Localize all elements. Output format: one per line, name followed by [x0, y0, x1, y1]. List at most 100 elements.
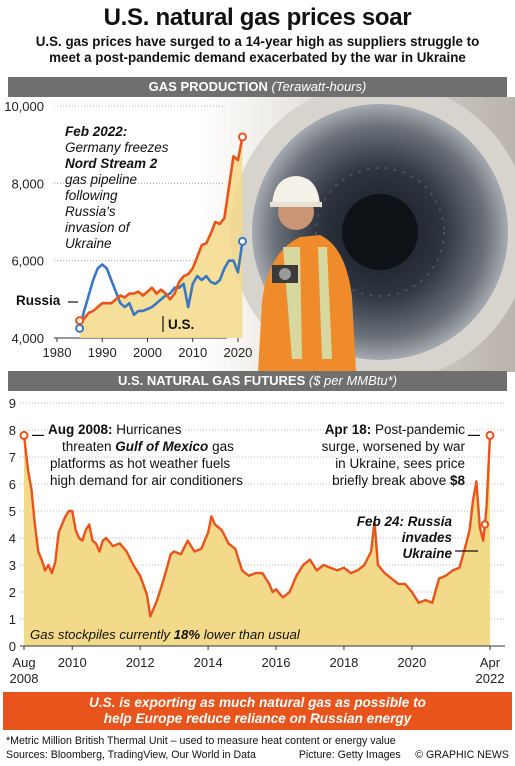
page-title: U.S. natural gas prices soar	[103, 4, 412, 31]
production-russia-point	[223, 267, 225, 269]
futures-point	[374, 521, 376, 523]
futures-point	[88, 524, 90, 525]
production-us-point	[137, 291, 139, 293]
nord-stream-annotation-line-part: Nord Stream 2	[65, 156, 158, 171]
futures-point	[302, 564, 304, 566]
futures-point	[424, 599, 426, 601]
feb24-annotation-line: invades	[402, 530, 453, 545]
stockpile-note-part: Gas stockpiles currently	[30, 627, 171, 642]
production-y-tick-label: 6,000	[11, 254, 44, 269]
apr18-annotation-line-part: $8	[446, 473, 465, 488]
production-russia-end-dot	[237, 236, 247, 246]
production-us-point	[146, 291, 148, 293]
aug2008-annotation-line: threaten Gulf of Mexico gas	[62, 439, 234, 454]
futures-x-tick-label: 2012	[126, 655, 155, 670]
futures-point	[85, 529, 87, 531]
nord-stream-annotation-line: Russia's	[65, 204, 116, 219]
futures-start-dot	[19, 430, 29, 440]
futures-section-label: U.S. NATURAL GAS FUTURES	[117, 373, 306, 388]
picture-credit: Picture: Getty Images	[298, 749, 401, 761]
production-russia-point	[232, 260, 234, 262]
futures-point	[112, 545, 114, 547]
aug2008-annotation-line-part: high demand for air conditioners	[50, 473, 243, 488]
futures-point	[64, 515, 66, 517]
apr18-annotation-line-part: Apr 18:	[325, 422, 372, 437]
futures-point	[75, 529, 77, 531]
nord-stream-annotation-line-part: Germany freezes	[65, 140, 169, 155]
production-x-tick-label: 2010	[178, 345, 207, 360]
futures-section-unit: ($ per MMBtu*)	[308, 373, 398, 388]
futures-point	[482, 540, 484, 542]
nord-stream-annotation-line: Nord Stream 2	[65, 156, 158, 171]
production-russia-point	[160, 298, 162, 300]
futures-point	[47, 564, 49, 566]
production-us-point	[214, 221, 216, 223]
futures-x-tick-label: 2016	[262, 655, 291, 670]
production-us-point	[232, 155, 234, 157]
futures-x-tick-label: 2008	[10, 671, 39, 686]
nord-stream-annotation-line: gas pipeline	[65, 172, 137, 187]
futures-point	[404, 583, 406, 585]
futures-point	[272, 591, 274, 593]
production-russia-point	[83, 310, 85, 312]
production-russia-point	[237, 271, 239, 273]
production-us-point	[106, 302, 108, 304]
futures-point	[289, 591, 291, 593]
production-russia-point	[119, 302, 121, 304]
futures-end-dot	[485, 430, 495, 440]
futures-y-tick-label: 5	[9, 504, 16, 519]
banner-line-1: U.S. is exporting as much natural gas as…	[89, 695, 426, 710]
apr18-annotation-line-part: surge, worsened by war	[322, 439, 466, 454]
futures-point	[170, 553, 172, 555]
production-us-point	[201, 244, 203, 246]
feb24-annotation-line: Feb 24: Russia	[357, 514, 453, 529]
production-us-point	[115, 298, 117, 300]
production-us-point	[196, 256, 198, 258]
banner-line-2: help Europe reduce reliance on Russian e…	[103, 711, 412, 726]
futures-point	[214, 524, 216, 525]
production-russia-point	[205, 275, 207, 277]
futures-point	[54, 561, 56, 563]
futures-y-tick-label: 2	[9, 585, 16, 600]
futures-point	[139, 575, 141, 577]
production-russia-point	[192, 283, 194, 285]
futures-point	[363, 564, 365, 566]
futures-point	[323, 564, 325, 566]
futures-point	[282, 596, 284, 598]
nord-stream-annotation-line: Ukraine	[65, 236, 112, 251]
futures-point	[126, 551, 128, 552]
futures-point	[68, 510, 70, 512]
feb24-annotation-line-part: Ukraine	[402, 546, 452, 561]
production-us-point	[205, 242, 207, 244]
aug2008-annotation-line-part: Gulf of Mexico	[112, 439, 209, 454]
futures-point	[51, 572, 53, 574]
futures-point	[486, 505, 488, 507]
futures-point	[27, 470, 29, 471]
production-us-point	[192, 267, 194, 269]
futures-point	[472, 499, 474, 501]
production-russia-point	[183, 283, 185, 285]
production-us-point	[142, 294, 144, 296]
production-us-point	[97, 306, 99, 308]
futures-point	[187, 540, 189, 542]
futures-point	[384, 572, 386, 574]
subtitle-line-1: U.S. gas prices have surged to a 14-year…	[35, 34, 480, 49]
futures-point	[479, 526, 481, 528]
production-russia-point	[187, 306, 189, 308]
production-us-point	[228, 186, 230, 188]
futures-point	[221, 529, 223, 531]
production-russia-point	[128, 302, 130, 304]
production-russia-point	[142, 310, 144, 312]
apr18-annotation-line: briefly break above $8	[332, 473, 465, 488]
futures-point	[391, 578, 393, 579]
futures-y-tick-label: 3	[9, 558, 16, 573]
nord-stream-annotation-line: Germany freezes	[65, 140, 169, 155]
nord-stream-annotation-line-part: Feb 2022:	[65, 124, 127, 139]
futures-point	[452, 569, 454, 571]
nord-stream-annotation-line-part: gas pipeline	[65, 172, 137, 187]
production-russia-point	[124, 306, 126, 308]
production-russia-point	[214, 283, 216, 285]
futures-point	[102, 540, 104, 542]
futures-point	[343, 567, 345, 569]
aug2008-annotation-line: Aug 2008: Hurricanes	[48, 422, 182, 437]
